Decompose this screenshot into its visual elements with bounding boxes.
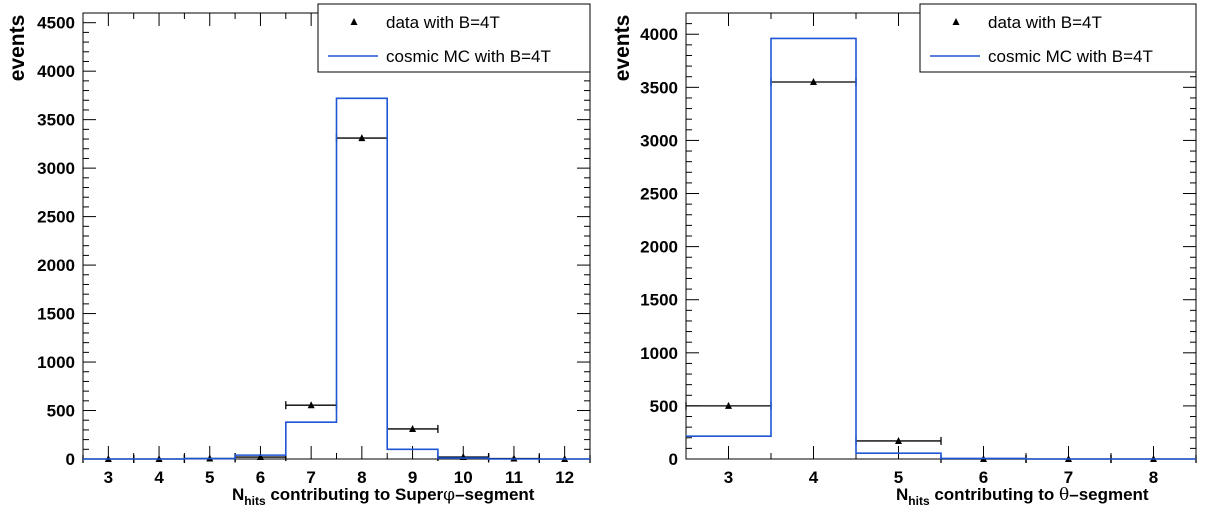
chart-panel-1: 0 500 1000 1500 2000 2500 3000 3500 4000 4500 3 4 5 6… [6,3,591,508]
y-tick-label: 4000 [37,62,75,81]
y-tick-label: 1500 [640,291,678,310]
y-tick-label: 4000 [640,25,678,44]
y-tick-label: 3500 [37,111,75,130]
x-tick-label: 5 [894,468,903,487]
x-tick-label: 6 [979,468,988,487]
x-tick-label: 8 [1149,468,1158,487]
x-tick-label: 7 [306,468,315,487]
y-tick-label: 4500 [37,14,75,33]
legend-label: data with B=4T [386,13,500,32]
data-point [895,436,902,444]
y-tick-label: 2000 [640,238,678,257]
x-tick-label: 5 [205,468,214,487]
x-tick-label: 10 [454,468,473,487]
y-tick-label: 3000 [640,131,678,150]
y-tick-label: 500 [650,397,678,416]
legend-label: cosmic MC with B=4T [988,47,1153,66]
legend-label: data with B=4T [988,13,1102,32]
x-axis-label: Nhits contributing to θ–segment [896,485,1149,508]
y-tick-label: 2000 [37,256,75,275]
legend: data with B=4T cosmic MC with B=4T [919,3,1197,73]
x-tick-label: 7 [1064,468,1073,487]
y-tick-label: 1000 [37,353,75,372]
y-tick-label: 2500 [640,185,678,204]
legend-swatch-marker [952,18,960,25]
x-axis-label: Nhits contributing to Superφ–segment [232,485,535,508]
x-tick-label: 6 [256,468,265,487]
data-point [409,424,417,432]
y-tick-label: 2500 [37,208,75,227]
mc-histogram [686,37,1196,460]
legend-swatch-marker [350,18,358,25]
x-tick-label: 11 [505,468,523,487]
x-tick-label: 3 [104,468,113,487]
plot-frame [685,12,1197,460]
x-tick-label: 4 [154,468,164,487]
x-tick-label: 8 [357,468,366,487]
x-tick-label: 12 [555,468,574,487]
y-tick-label: 3000 [37,159,75,178]
y-tick-label: 500 [47,402,75,421]
chart-panel-2: 0 500 1000 1500 2000 2500 3000 3500 4000 3 4 5 6 7 8 da… [611,3,1197,508]
legend-label: cosmic MC with B=4T [386,47,551,66]
x-tick-label: 3 [724,468,733,487]
y-tick-label: 3500 [640,78,678,97]
data-point [307,401,315,409]
y-tick-label: 0 [669,450,678,469]
x-tick-label: 4 [809,468,819,487]
y-axis-label: events [6,15,29,82]
data-point [810,78,817,86]
data-point [358,134,366,142]
y-axis-label: events [611,15,634,82]
legend-box [317,3,591,73]
legend: data with B=4T cosmic MC with B=4T [317,3,591,73]
y-tick-label: 1500 [37,305,75,324]
legend-box [919,3,1197,73]
y-tick-label: 0 [66,450,75,469]
x-tick-label: 9 [408,468,417,487]
y-tick-label: 1000 [640,344,678,363]
data-point [725,401,732,409]
mc-histogram [83,97,590,460]
data-point [256,453,264,461]
